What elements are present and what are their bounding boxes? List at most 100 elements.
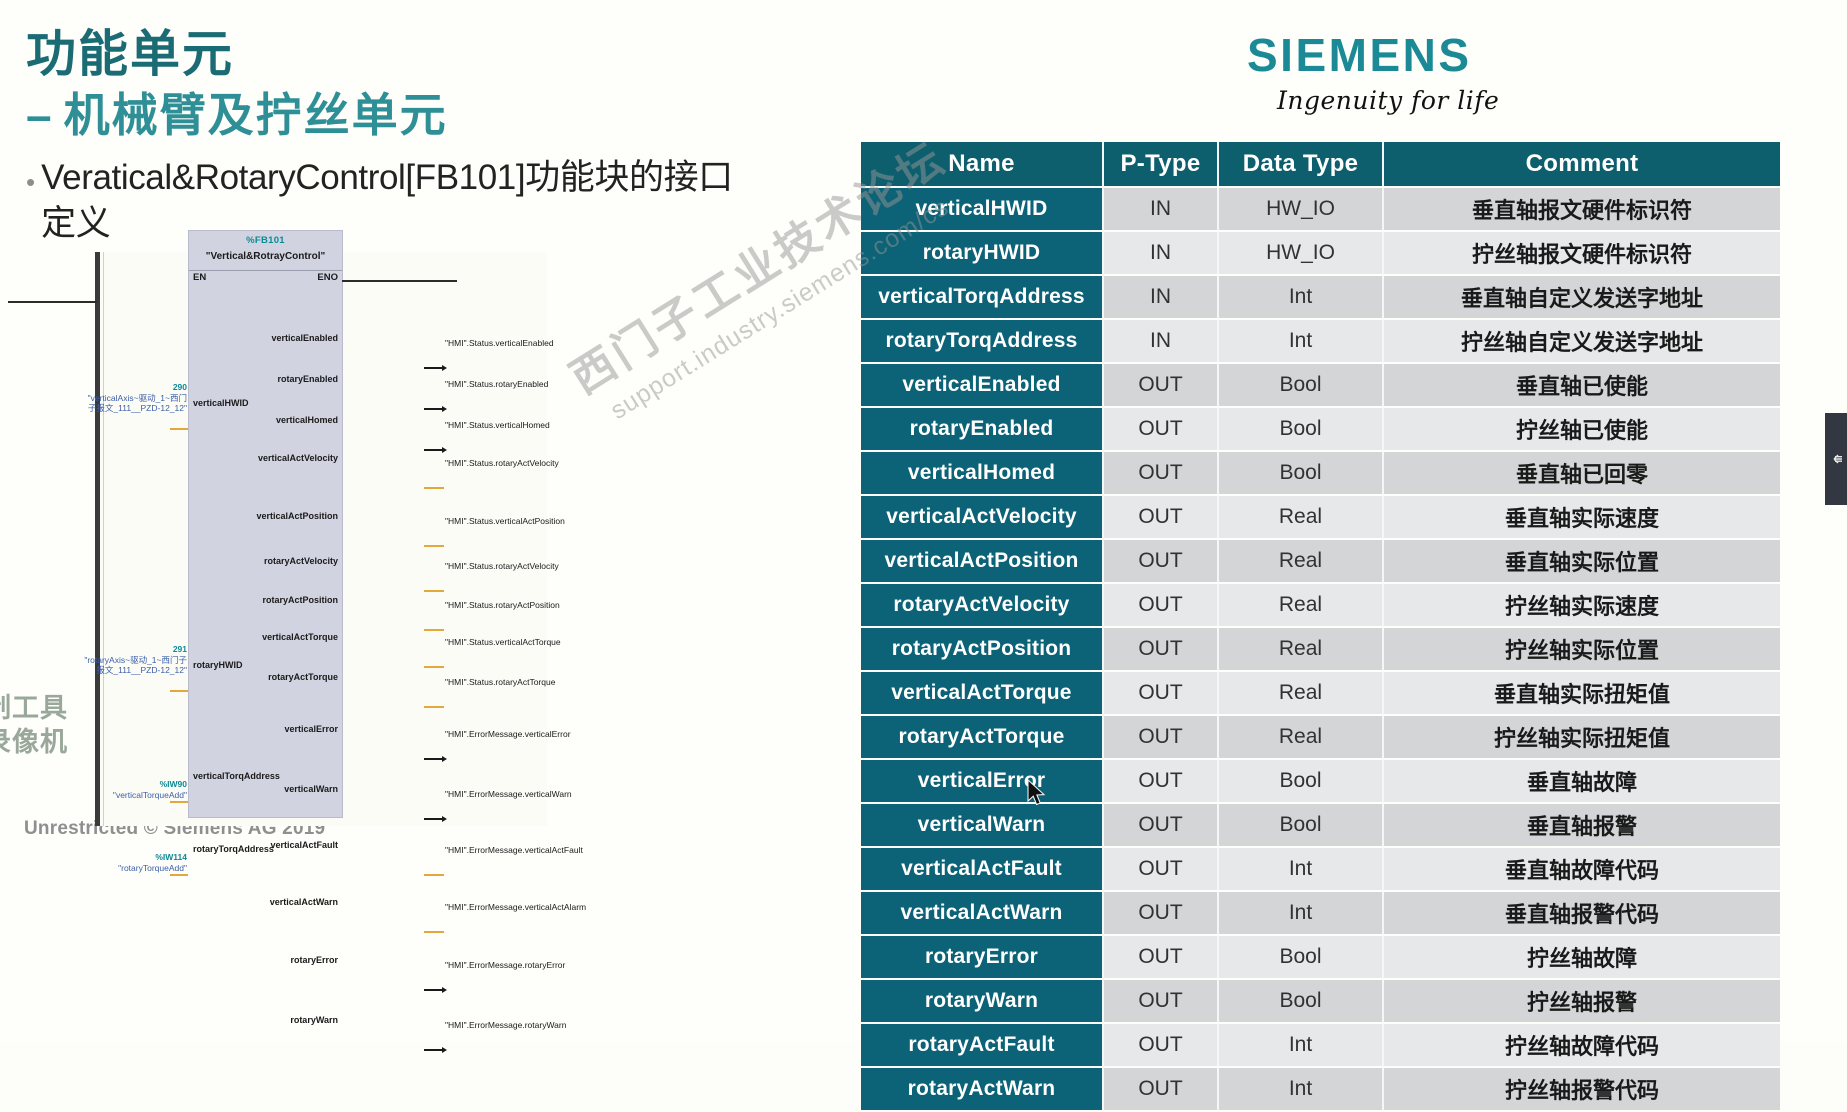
interface-table-wrap: Name P-Type Data Type Comment verticalHWID I… xyxy=(861,140,1780,1112)
cell-comment: 拧丝轴自定义发送字地址 xyxy=(1384,320,1780,362)
cell-ptype: OUT xyxy=(1104,672,1219,714)
fb-output-operand: "HMI".ErrorMessage.rotaryError xyxy=(445,960,566,970)
fb-input-operand-text: "verticalAxis~驱动_1~西门子报文_111__PZD-12_12" xyxy=(87,392,187,414)
fb-output-operand: "HMI".Status.rotaryActPosition xyxy=(445,600,560,610)
fb-output-pin: verticalActVelocity xyxy=(257,453,338,463)
cell-ptype: IN xyxy=(1104,320,1219,362)
cell-dtype: Int xyxy=(1219,892,1384,934)
fb-input-address: %IW90 xyxy=(159,779,187,789)
cell-ptype: OUT xyxy=(1104,1024,1219,1066)
table-row: verticalHomed OUT Bool 垂直轴已回零 xyxy=(861,452,1780,494)
cell-name: rotaryTorqAddress xyxy=(861,320,1104,362)
table-row: verticalActWarn OUT Int 垂直轴报警代码 xyxy=(861,892,1780,934)
cell-ptype: OUT xyxy=(1104,980,1219,1022)
cell-name: rotaryActPosition xyxy=(861,628,1104,670)
fb-output-operand: "HMI".ErrorMessage.verticalError xyxy=(445,729,571,739)
fb-output-operand: "HMI".Status.rotaryActTorque xyxy=(445,677,556,687)
table-row: verticalTorqAddress IN Int 垂直轴自定义发送字地址 xyxy=(861,276,1780,318)
cell-ptype: IN xyxy=(1104,188,1219,230)
cell-dtype: HW_IO xyxy=(1219,232,1384,274)
fb-input-address: 291 xyxy=(172,644,187,654)
sidebar-collapse-tab[interactable] xyxy=(1825,413,1847,505)
fb-output-pin: rotaryError xyxy=(290,955,338,965)
fb-output-pin: verticalActWarn xyxy=(269,897,338,907)
recorder-overlay-line2: 录像机 xyxy=(0,726,68,757)
fb-output-lead xyxy=(424,874,444,876)
fb-output-pin: verticalEnabled xyxy=(271,333,338,343)
fb-output-operand: "HMI".ErrorMessage.verticalWarn xyxy=(445,789,572,799)
cell-dtype: Bool xyxy=(1219,980,1384,1022)
fb-lead-arrow-icon xyxy=(442,756,447,762)
cell-comment: 拧丝轴报警 xyxy=(1384,980,1780,1022)
function-block-diagram: %FB101 "Vertical&RotrayControl" EN ENO v… xyxy=(8,230,586,1053)
cell-name: verticalWarn xyxy=(861,804,1104,846)
cell-name: rotaryActFault xyxy=(861,1024,1104,1066)
fb-output-lead xyxy=(424,758,444,760)
fb-input-pin: verticalHWID xyxy=(193,398,249,408)
cell-dtype: Real xyxy=(1219,628,1384,670)
table-row: rotaryActTorque OUT Real 拧丝轴实际扭矩值 xyxy=(861,716,1780,758)
slide-canvas: 功能单元 – 机械臂及拧丝单元 • Veratical&RotaryControl… xyxy=(0,26,1847,1110)
fb-id-label: %FB101 xyxy=(246,235,285,246)
cell-comment: 垂直轴报警 xyxy=(1384,804,1780,846)
cell-name: rotaryActWarn xyxy=(861,1068,1104,1110)
fb-output-pin: rotaryWarn xyxy=(290,1015,338,1025)
cell-name: verticalError xyxy=(861,760,1104,802)
fb-input-operand-text: "verticalTorqueAdd" xyxy=(112,789,187,800)
cell-comment: 垂直轴实际位置 xyxy=(1384,540,1780,582)
cell-name: rotaryHWID xyxy=(861,232,1104,274)
fb-output-operand: "HMI".ErrorMessage.rotaryWarn xyxy=(445,1020,567,1030)
cell-ptype: OUT xyxy=(1104,936,1219,978)
fb-lead-arrow-icon xyxy=(442,365,447,371)
table-row: rotaryError OUT Bool 拧丝轴故障 xyxy=(861,936,1780,978)
cell-dtype: HW_IO xyxy=(1219,188,1384,230)
fb-output-pin: rotaryActVelocity xyxy=(263,556,338,566)
fb-output-lead xyxy=(424,367,444,369)
cell-dtype: Bool xyxy=(1219,452,1384,494)
cell-name: verticalActFault xyxy=(861,848,1104,890)
page-title: 功能单元 xyxy=(26,26,234,82)
cell-dtype: Bool xyxy=(1219,364,1384,406)
cell-ptype: OUT xyxy=(1104,1068,1219,1110)
table-row: rotaryActVelocity OUT Real 拧丝轴实际速度 xyxy=(861,584,1780,626)
fb-output-pin: verticalActPosition xyxy=(256,511,338,521)
cell-name: rotaryActTorque xyxy=(861,716,1104,758)
fb-input-operand-text: "rotaryTorqueAdd" xyxy=(118,862,187,873)
cell-comment: 垂直轴已使能 xyxy=(1384,364,1780,406)
cell-dtype: Int xyxy=(1219,1024,1384,1066)
interface-table: Name P-Type Data Type Comment verticalHWID I… xyxy=(861,140,1780,1112)
fb-input-lead xyxy=(170,690,188,692)
fb-input-pin: rotaryTorqAddress xyxy=(193,844,274,854)
bullet-item: • Veratical&RotaryControl[FB101]功能块的接口定义 xyxy=(26,155,746,246)
fb-input-operand: 291 "rotaryAxis~驱动_1~西门子报文_111__PZD-12_12… xyxy=(83,644,187,676)
cell-comment: 拧丝轴实际扭矩值 xyxy=(1384,716,1780,758)
subtitle-dash: – xyxy=(26,88,54,141)
cell-ptype: OUT xyxy=(1104,760,1219,802)
table-row: verticalHWID IN HW_IO 垂直轴报文硬件标识符 xyxy=(861,188,1780,230)
cell-dtype: Bool xyxy=(1219,760,1384,802)
siemens-wordmark: SIEMENS xyxy=(1247,29,1472,81)
table-header-row: Name P-Type Data Type Comment xyxy=(861,142,1780,186)
fb-output-lead xyxy=(424,706,444,708)
cell-name: rotaryWarn xyxy=(861,980,1104,1022)
cell-dtype: Real xyxy=(1219,716,1384,758)
fb-output-pin: verticalHomed xyxy=(275,415,338,425)
fb-output-operand: "HMI".ErrorMessage.verticalActFault xyxy=(445,845,583,855)
cell-dtype: Real xyxy=(1219,672,1384,714)
fb-input-operand: %IW114 "rotaryTorqueAdd" xyxy=(83,852,187,873)
fb-input-lead xyxy=(170,874,188,876)
siemens-claim: Ingenuity for life xyxy=(1277,86,1500,115)
cell-name: verticalEnabled xyxy=(861,364,1104,406)
cell-name: verticalTorqAddress xyxy=(861,276,1104,318)
cell-comment: 垂直轴故障代码 xyxy=(1384,848,1780,890)
fb-input-pin: rotaryHWID xyxy=(193,660,243,670)
cell-ptype: IN xyxy=(1104,276,1219,318)
table-row: rotaryActPosition OUT Real 拧丝轴实际位置 xyxy=(861,628,1780,670)
fb-eno-pin: ENO xyxy=(317,272,338,283)
fb-output-pin: verticalError xyxy=(284,724,338,734)
cell-ptype: OUT xyxy=(1104,716,1219,758)
cell-name: verticalHWID xyxy=(861,188,1104,230)
cell-comment: 垂直轴报文硬件标识符 xyxy=(1384,188,1780,230)
cell-name: rotaryActVelocity xyxy=(861,584,1104,626)
recorder-overlay-text: 制工具 录像机 xyxy=(0,692,94,760)
